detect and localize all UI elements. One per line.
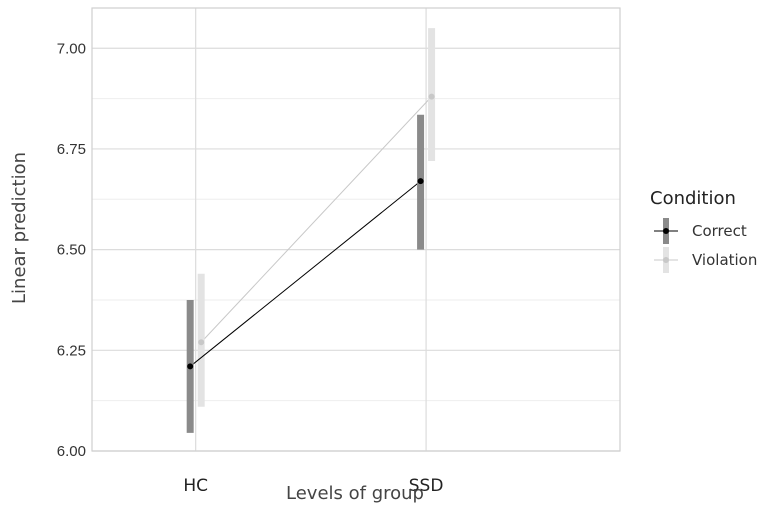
data-point (428, 93, 435, 100)
legend-key-point (663, 228, 669, 234)
data-point (187, 363, 194, 370)
y-axis: 6.00 6.25 6.50 6.75 7.00 (57, 40, 86, 460)
y-axis-title: Linear prediction (9, 152, 30, 304)
series-line (189, 180, 421, 367)
legend-label: Correct (692, 222, 747, 240)
x-tick-label: HC (183, 476, 208, 496)
x-axis: HC SSD (183, 476, 443, 496)
x-axis-title: Levels of group (286, 483, 424, 504)
x-tick-label: SSD (409, 476, 444, 496)
series-violation (197, 28, 436, 407)
data-point (198, 339, 205, 346)
legend: Condition Correct Violation (650, 188, 757, 273)
series-layer (186, 28, 436, 433)
legend-key-violation (654, 247, 678, 273)
legend-key-correct (654, 218, 678, 244)
series-line (200, 96, 432, 343)
plot-panel (91, 7, 621, 452)
legend-title: Condition (650, 188, 736, 209)
y-tick-label: 6.25 (57, 342, 86, 359)
data-point (417, 178, 424, 185)
legend-label: Violation (692, 251, 757, 269)
y-tick-label: 6.50 (57, 242, 86, 259)
y-tick-label: 6.75 (57, 141, 86, 158)
y-tick-label: 6.00 (57, 443, 86, 460)
legend-key-point (663, 257, 669, 263)
series-correct (186, 114, 425, 433)
y-tick-label: 7.00 (57, 40, 86, 57)
panel-border (91, 7, 621, 452)
